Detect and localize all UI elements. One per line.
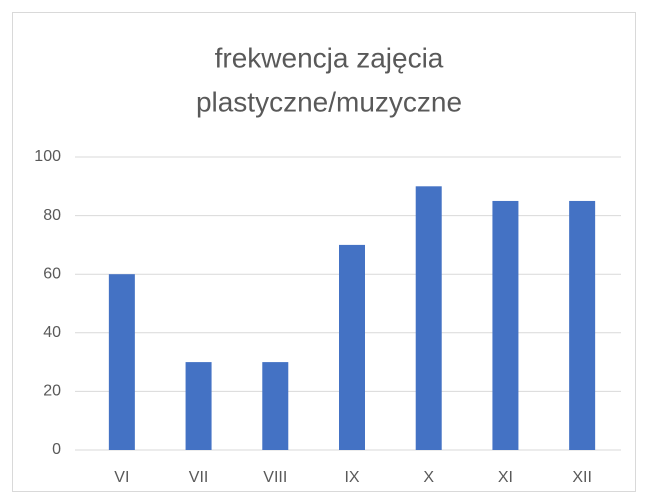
y-tick-label: 60 — [43, 265, 61, 282]
x-tick-label: XII — [572, 469, 592, 486]
y-tick-label: 80 — [43, 207, 61, 224]
x-tick-label: X — [423, 469, 434, 486]
y-tick-label: 100 — [34, 148, 61, 165]
bar — [339, 244, 365, 450]
y-tick-label: 0 — [52, 441, 61, 458]
chart-title: frekwencja zajęcia — [215, 42, 444, 73]
x-tick-label: VII — [189, 469, 209, 486]
bar — [262, 362, 289, 450]
x-tick-label: VIII — [263, 469, 287, 486]
bar — [492, 200, 519, 450]
y-tick-label: 20 — [43, 383, 61, 400]
x-tick-label: IX — [344, 469, 359, 486]
x-tick-label: VI — [114, 469, 129, 486]
bar — [185, 362, 212, 450]
x-tick-label: XI — [498, 469, 513, 486]
bar — [108, 274, 135, 450]
bar — [569, 200, 596, 450]
chart-border — [12, 12, 636, 492]
y-tick-label: 40 — [43, 324, 61, 341]
chart-title: plastyczne/muzyczne — [196, 86, 462, 117]
bar — [415, 186, 442, 451]
